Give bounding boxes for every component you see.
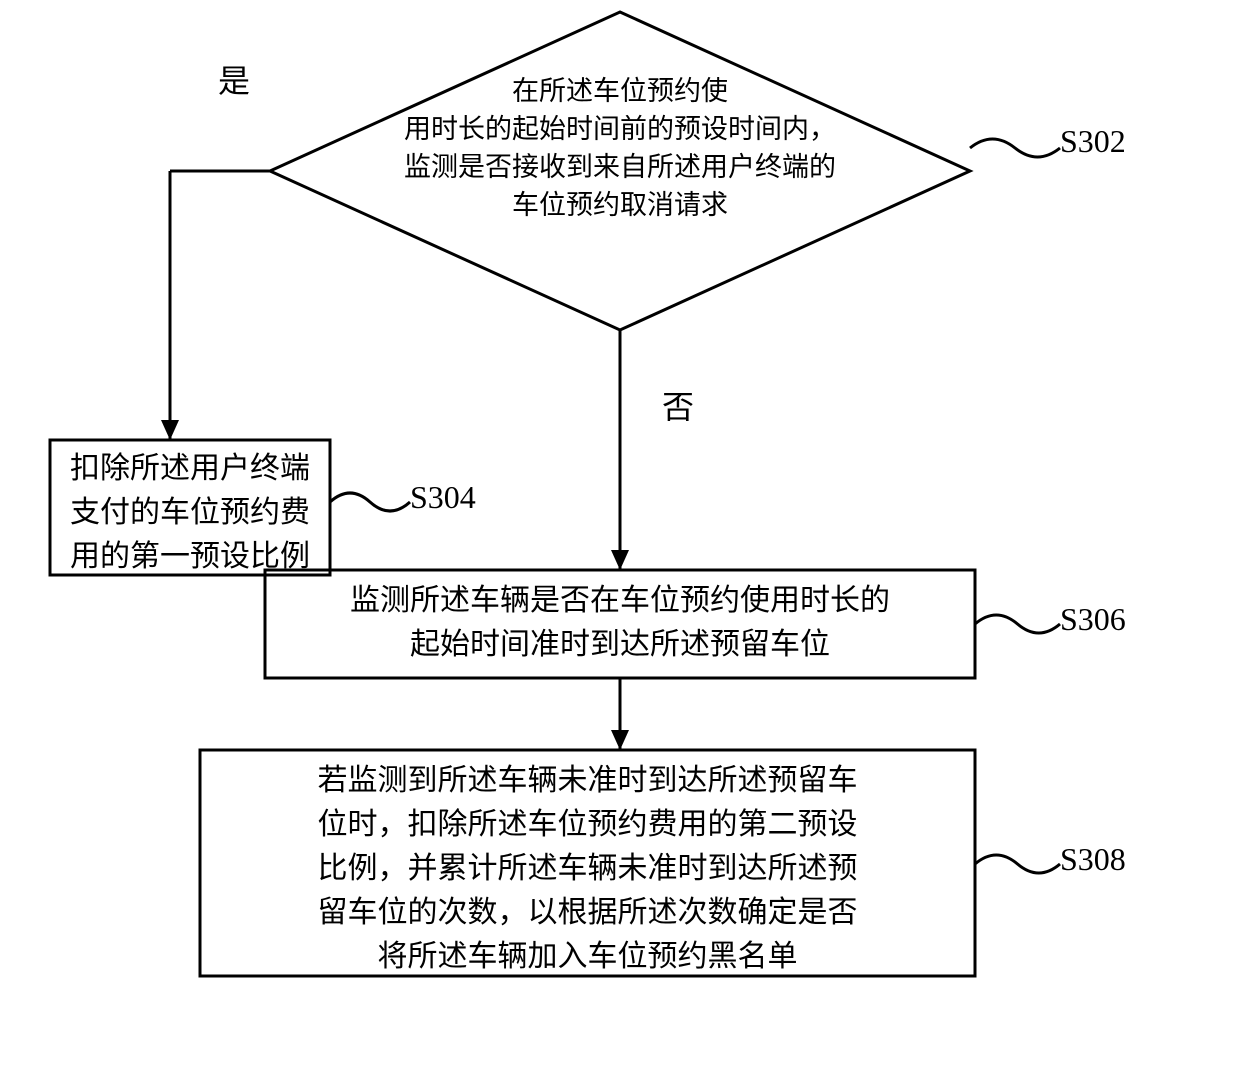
box304-text-line-2: 用的第一预设比例: [70, 540, 310, 573]
arrowhead: [161, 420, 179, 440]
box306-text-line-0: 监测所述车辆是否在车位预约使用时长的: [350, 584, 890, 617]
label-s306: S306: [1060, 601, 1126, 637]
label-s308: S308: [1060, 841, 1126, 877]
box306-text-line-1: 起始时间准时到达所述预留车位: [410, 628, 830, 661]
box308-text-line-4: 将所述车辆加入车位预约黑名单: [378, 940, 798, 973]
squiggle-s302: [970, 139, 1060, 157]
decision-text-line-3: 车位预约取消请求: [512, 190, 728, 220]
squiggle-s308: [975, 855, 1060, 873]
label-no: 否: [662, 389, 694, 425]
squiggle-s304: [330, 493, 410, 511]
label-yes: 是: [218, 63, 250, 99]
decision-text-line-1: 用时长的起始时间前的预设时间内，: [404, 114, 836, 144]
flowchart-canvas: 在所述车位预约使用时长的起始时间前的预设时间内， 监测是否接收到来自所述用户终端的…: [0, 0, 1240, 1067]
squiggle-s306: [975, 615, 1060, 633]
decision-text-line-2: 监测是否接收到来自所述用户终端的: [404, 152, 836, 182]
box308-text-line-2: 比例，并累计所述车辆未准时到达所述预: [318, 852, 858, 885]
label-s302: S302: [1060, 123, 1126, 159]
label-s304: S304: [410, 479, 476, 515]
box308-text-line-0: 若监测到所述车辆未准时到达所述预留车: [318, 764, 858, 797]
box304-text-line-0: 扣除所述用户终端: [70, 452, 310, 485]
arrowhead: [611, 730, 629, 750]
box304-text-line-1: 支付的车位预约费: [70, 496, 310, 529]
decision-text-line-0: 在所述车位预约使: [512, 76, 728, 106]
box308-text-line-1: 位时，扣除所述车位预约费用的第二预设: [318, 808, 858, 841]
arrowhead: [611, 550, 629, 570]
box308-text-line-3: 留车位的次数，以根据所述次数确定是否: [318, 896, 858, 929]
